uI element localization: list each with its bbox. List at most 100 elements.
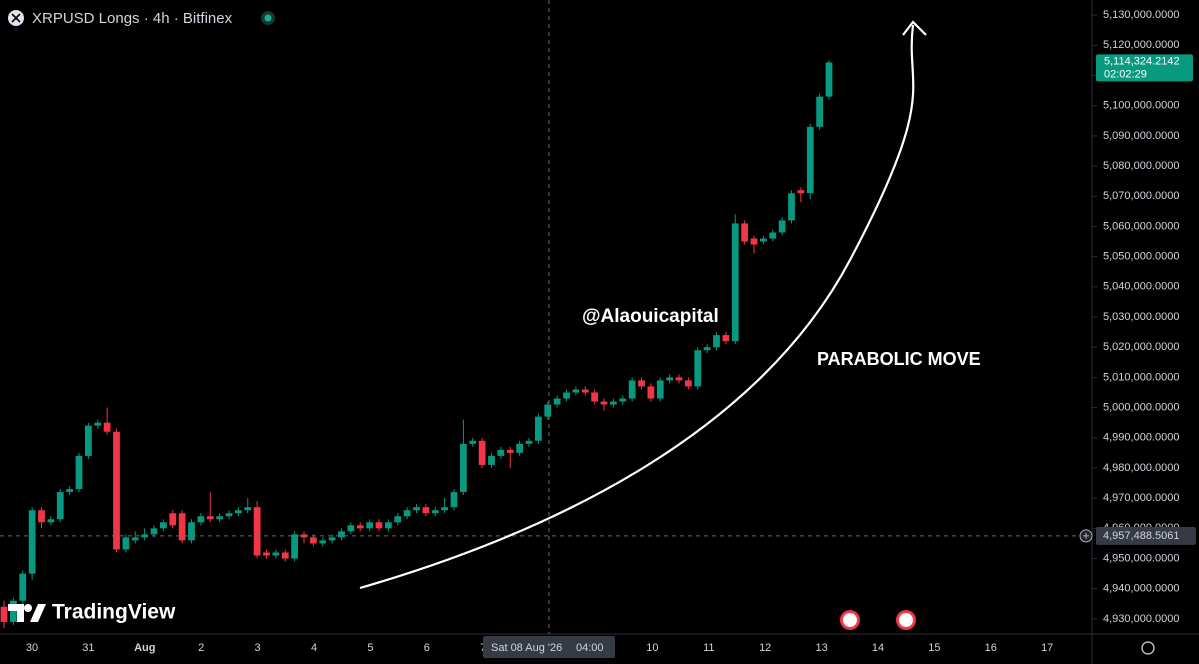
candle-body [488,455,495,465]
settings-icon[interactable] [1141,641,1155,655]
candle-body [47,519,55,523]
candle-body [103,422,111,432]
candle-body [150,528,158,535]
candle-body [713,335,720,348]
candle-body [656,380,664,399]
crosshair-time: 04:00 [576,642,604,654]
candle-body [253,507,261,556]
candle-body [581,389,589,393]
y-tick-label: 5,080,000.0000 [1103,160,1179,172]
candle-body [131,537,139,541]
y-tick-label: 4,940,000.0000 [1103,583,1179,595]
candle-body [206,516,214,520]
candle-body [553,398,561,405]
candle-body [328,537,336,541]
candle-body [666,377,673,381]
candle-body [422,507,430,514]
event-icon-inner [843,613,857,627]
candle-body [356,525,364,529]
candle-body [197,516,205,523]
x-tick-label: 14 [872,642,884,654]
candle-body [478,440,486,465]
crosshair-date: Sat 08 Aug '26 [491,642,562,654]
y-tick-label: 5,050,000.0000 [1103,251,1179,263]
parabolic-arrow [359,24,915,590]
candle-body [572,389,580,393]
ticks [1092,14,1097,620]
candle-body [0,606,8,622]
candle-body [497,449,505,456]
candle-body [535,416,542,441]
crosshair-price-box [1096,526,1196,545]
candle-body [216,516,223,520]
crosshair-price-label: 4,957,488.5061 [1103,530,1179,542]
candle-body [28,510,36,574]
candle-body [722,335,730,342]
candle-body [113,431,120,550]
candle-body [441,507,448,511]
watermark-logo-dot [24,604,32,612]
x-tick-label: 12 [759,642,771,654]
add-alert-plus [1083,532,1089,539]
candle-body [188,522,195,541]
y-tick-label: 5,130,000.0000 [1103,9,1179,21]
y-tick-label: 5,090,000.0000 [1103,130,1179,142]
candle-body [56,492,64,520]
candle-body [506,449,514,453]
candle-body [525,440,533,444]
candle-body [610,401,617,405]
candle-body [403,510,411,517]
y-tick-label: 5,070,000.0000 [1103,190,1179,202]
crosshair-time-box [483,636,615,658]
x-tick-label: 6 [424,642,430,654]
candle-body [675,377,683,381]
candle-body [591,392,598,402]
x-tick-label: Aug [134,642,155,654]
candle-body [310,537,317,544]
y-tick-label: 4,950,000.0000 [1103,552,1179,564]
candle-body [10,600,17,622]
candle-body [38,510,45,523]
settings-button[interactable] [1141,641,1155,655]
candle-body [694,350,702,387]
candle-body [413,507,420,511]
candle-body [375,522,383,529]
candle-body [544,404,552,417]
candle-body [338,531,345,538]
candle-body [347,525,355,532]
y-tick-label: 4,980,000.0000 [1103,462,1179,474]
candle-body [778,220,786,233]
candle-body [291,534,298,559]
candle-body [450,492,458,508]
candle-body [825,62,833,97]
candle-body [235,510,242,514]
y-tick-label: 5,000,000.0000 [1103,401,1179,413]
annotation: PARABOLIC MOVE [817,349,981,369]
candle-body [563,392,570,399]
x-tick-label: 4 [311,642,317,654]
candle-body [769,232,777,239]
candle-body [160,522,167,529]
x-tick-label: 15 [928,642,940,654]
candle-body [169,513,177,526]
x-tick-label: 13 [815,642,827,654]
status-dot [264,14,272,22]
x-tick-label: 16 [985,642,997,654]
y-tick-label: 5,120,000.0000 [1103,39,1179,51]
candle-body [85,425,92,456]
candles [0,60,833,628]
x-tick-label: 3 [255,642,261,654]
x-tick-label: 10 [646,642,658,654]
watermark: TradingView [8,601,176,624]
x-tick-label: 11 [703,642,714,654]
annotation: @Alaouicapital [582,306,719,327]
y-tick-label: 5,020,000.0000 [1103,341,1179,353]
y-tick-label: 5,060,000.0000 [1103,220,1179,232]
x-tick-label: 5 [367,642,373,654]
candle-body [75,455,83,490]
chart-title: XRPUSD Longs · 4h · Bitfinex [32,10,233,27]
candle-body [628,380,636,399]
